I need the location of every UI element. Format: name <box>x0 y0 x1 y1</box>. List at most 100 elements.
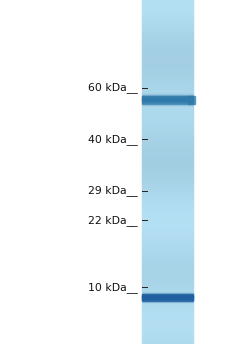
Bar <box>142 294 193 295</box>
Bar <box>142 296 193 297</box>
Bar <box>142 95 193 96</box>
Bar <box>142 329 193 330</box>
Bar <box>142 107 193 108</box>
Bar <box>142 36 193 38</box>
Bar <box>142 97 193 98</box>
Bar <box>142 323 193 325</box>
Bar <box>142 84 193 86</box>
Bar <box>142 330 193 332</box>
Bar <box>142 95 193 96</box>
Bar <box>142 103 193 104</box>
Bar <box>142 99 193 100</box>
Bar <box>142 88 193 89</box>
Bar <box>142 294 193 296</box>
Bar <box>142 17 193 19</box>
Bar <box>142 282 193 284</box>
Bar <box>142 315 193 316</box>
Bar <box>142 45 193 46</box>
Bar <box>142 248 193 249</box>
Bar <box>142 296 193 297</box>
Bar <box>142 108 193 110</box>
Bar <box>142 230 193 232</box>
Bar <box>142 251 193 253</box>
Bar <box>142 225 193 227</box>
Bar <box>142 210 193 212</box>
Bar <box>142 322 193 323</box>
Bar <box>142 301 193 302</box>
Bar <box>142 122 193 124</box>
Bar <box>142 241 193 243</box>
Bar <box>142 304 193 306</box>
Bar <box>142 69 193 71</box>
Bar <box>142 239 193 241</box>
Bar <box>142 96 193 104</box>
Bar <box>142 162 193 163</box>
Bar <box>142 212 193 213</box>
Bar <box>142 14 193 15</box>
Bar <box>142 213 193 215</box>
Bar <box>142 127 193 129</box>
Bar <box>142 182 193 184</box>
Bar <box>142 19 193 21</box>
Bar <box>142 126 193 127</box>
Bar <box>142 102 193 103</box>
Bar <box>142 10 193 12</box>
Bar <box>142 316 193 318</box>
Bar <box>142 134 193 136</box>
Bar <box>142 299 193 301</box>
Bar <box>142 246 193 248</box>
Bar <box>142 301 193 303</box>
Bar <box>142 129 193 131</box>
Bar <box>142 334 193 335</box>
Bar <box>142 273 193 275</box>
Bar <box>142 222 193 224</box>
Bar <box>142 236 193 237</box>
Bar <box>142 311 193 313</box>
Bar <box>142 296 193 298</box>
Bar <box>142 196 193 198</box>
Bar <box>142 227 193 229</box>
Bar <box>142 74 193 76</box>
Bar <box>142 165 193 167</box>
Bar <box>142 217 193 218</box>
Bar <box>142 41 193 43</box>
Bar <box>142 120 193 122</box>
Bar <box>142 5 193 7</box>
Bar <box>142 77 193 79</box>
Bar <box>142 117 193 119</box>
Text: 40 kDa__: 40 kDa__ <box>88 134 137 145</box>
Bar <box>142 215 193 217</box>
Bar <box>142 234 193 236</box>
Bar <box>142 297 193 298</box>
Bar <box>142 279 193 280</box>
Bar <box>142 298 193 299</box>
Bar <box>142 220 193 222</box>
Bar <box>142 280 193 282</box>
Bar <box>142 31 193 33</box>
Bar <box>142 292 193 294</box>
Bar <box>142 206 193 208</box>
Bar <box>142 299 193 300</box>
Bar <box>142 318 193 320</box>
Bar <box>142 300 193 301</box>
Bar <box>142 292 193 293</box>
Bar <box>142 26 193 28</box>
Bar <box>142 170 193 172</box>
Text: 29 kDa__: 29 kDa__ <box>88 185 137 196</box>
Bar <box>142 193 193 194</box>
Bar <box>142 105 193 106</box>
Bar <box>142 103 193 104</box>
Bar <box>142 174 193 175</box>
Bar <box>142 86 193 88</box>
Bar <box>142 203 193 205</box>
Bar <box>142 15 193 17</box>
Bar <box>142 289 193 291</box>
Bar <box>142 7 193 9</box>
Bar <box>142 131 193 132</box>
Bar <box>142 55 193 57</box>
Bar <box>142 141 193 143</box>
Bar <box>142 103 193 105</box>
Bar <box>142 298 193 299</box>
Bar <box>142 160 193 162</box>
Bar <box>142 339 193 341</box>
